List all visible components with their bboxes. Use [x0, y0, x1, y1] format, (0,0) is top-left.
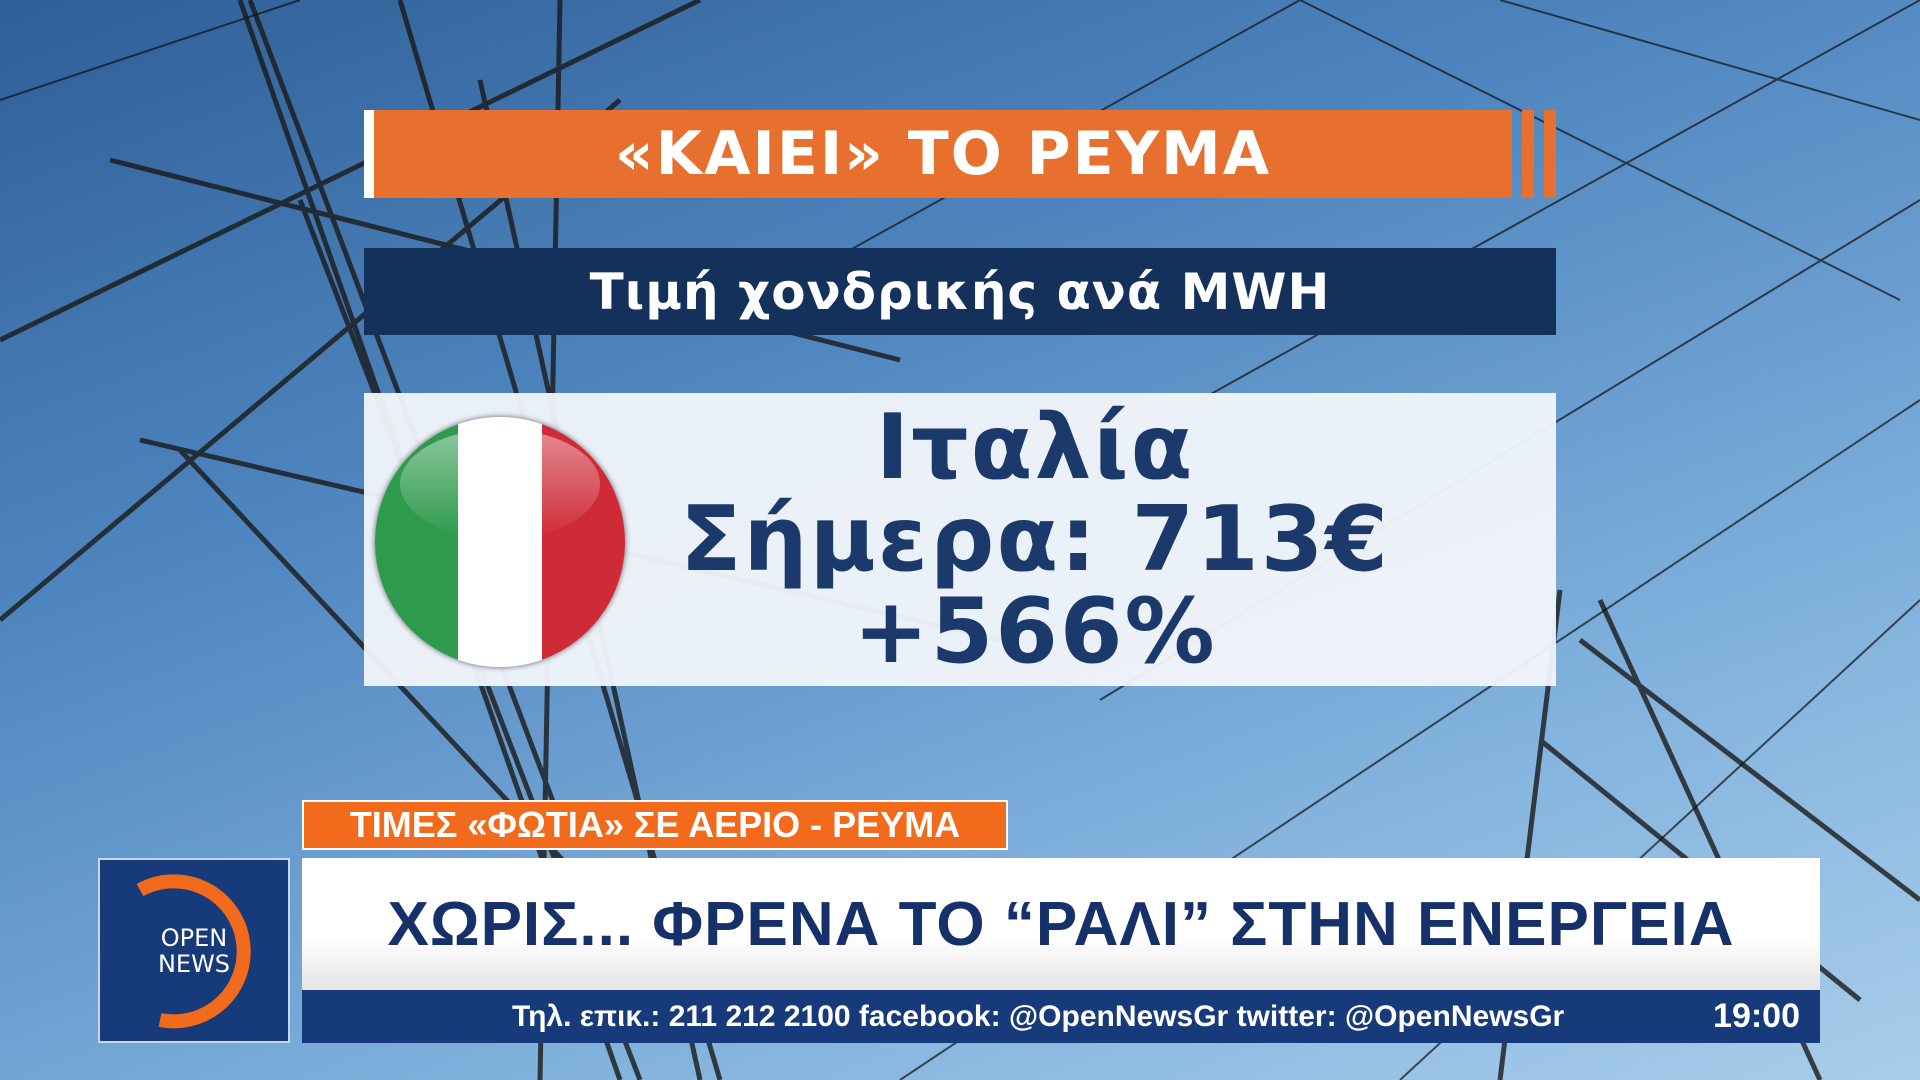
- price-today: Σήμερα: 713€: [680, 487, 1390, 592]
- clock: 19:00: [1713, 997, 1800, 1035]
- ticker-text: Τηλ. επικ.: 211 212 2100 facebook: @Open…: [512, 1000, 1565, 1033]
- story-tag: ΤΙΜΕΣ «ΦΩΤΙΑ» ΣΕ ΑΕΡΙΟ - ΡΕΥΜΑ: [302, 800, 1008, 850]
- title-decor-stripe: [1544, 110, 1556, 198]
- headline: ΧΩΡΙΣ... ΦΡΕΝΑ ΤΟ “ΡΑΛΙ” ΣΤΗΝ ΕΝΕΡΓΕΙΑ: [302, 858, 1820, 990]
- country-name: Ιταλία: [875, 395, 1195, 500]
- italy-flag-icon: [375, 417, 625, 667]
- title-decor-stripe: [1522, 110, 1534, 198]
- graphic-title: «ΚΑΙΕΙ» ΤΟ ΡΕΥΜΑ: [364, 110, 1512, 198]
- ticker-bar: Τηλ. επικ.: 211 212 2100 facebook: @Open…: [302, 990, 1820, 1043]
- price-change: +566%: [853, 579, 1217, 684]
- logo-text-news: NEWS: [158, 950, 230, 978]
- graphic-subtitle: Τιμή χονδρικής ανά MWH: [364, 248, 1556, 335]
- open-news-logo: OPEN NEWS: [98, 858, 290, 1043]
- logo-ring-icon: OPEN NEWS: [136, 874, 251, 1029]
- logo-text-open: OPEN: [161, 924, 227, 952]
